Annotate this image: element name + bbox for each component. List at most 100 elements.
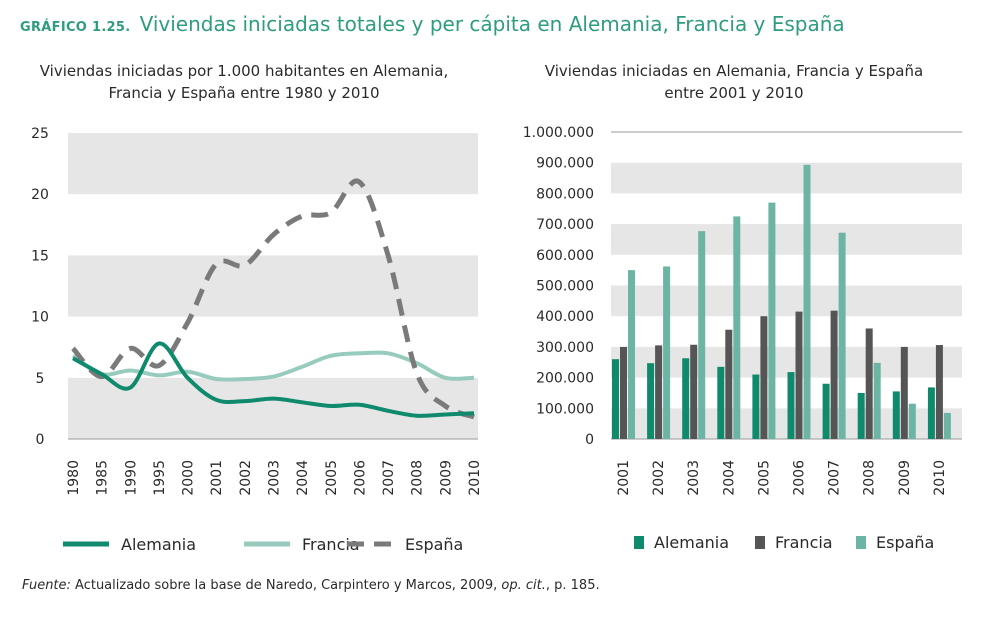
legend-label: Alemania: [654, 533, 729, 552]
bar-legend: Alemania Francia España: [634, 533, 934, 552]
x-tick-label: 2008: [410, 460, 426, 496]
y-tick-label: 500.000: [536, 279, 594, 295]
bar-2002-francia: [655, 345, 663, 439]
bar-2009-francia: [900, 346, 908, 439]
bar-chart: 0 100.000 200.000 300.000 400.000 500.000 600.…: [523, 125, 962, 552]
x-tick-label: 2006: [352, 460, 368, 496]
bar-2010-alemania: [927, 387, 935, 439]
line-legend: Alemania Francia España: [63, 535, 463, 554]
y-tick-label: 25: [31, 126, 49, 142]
series-line-francia: [71, 350, 475, 382]
grid-band: [68, 133, 478, 195]
bar-2008-espana: [873, 362, 881, 439]
x-tick-label: 2007: [381, 460, 397, 496]
y-tick-label: 0: [585, 432, 594, 448]
legend-label: Francia: [302, 535, 360, 554]
bar-2001-espana: [628, 270, 635, 439]
x-tick-label: 2009: [897, 460, 913, 496]
y-tick-label: 5: [36, 371, 45, 387]
y-tick-label: 0: [36, 432, 45, 448]
legend-swatch: [755, 536, 765, 549]
bar-chart-title-line2: entre 2001 y 2010: [664, 84, 804, 102]
legend-swatch: [634, 536, 644, 549]
legend-label: Alemania: [121, 535, 196, 554]
y-tick-label: 400.000: [536, 309, 594, 325]
bar-2003-francia: [690, 344, 698, 439]
x-tick-label: 2001: [616, 460, 632, 496]
bar-chart-title: Viviendas iniciadas en Alemania, Francia…: [500, 60, 968, 104]
bar-2007-espana: [838, 232, 846, 439]
figure-label: GRÁFICO 1.25.: [20, 20, 131, 35]
bar-2004-espana: [733, 216, 741, 439]
x-tick-label: 2007: [827, 460, 843, 496]
x-tick-label: 2008: [862, 460, 878, 496]
source-text-2: , p. 185.: [545, 578, 600, 593]
x-tick-label: 2010: [467, 460, 483, 496]
line-chart: 0 5 10 15 20 25 1980 1985 1990 1995 2000 2001 2002 20…: [31, 126, 483, 554]
x-tick-label: 1990: [123, 460, 139, 496]
series-line-espana: [71, 178, 475, 420]
x-tick-label: 2002: [651, 460, 667, 496]
y-tick-label: 700.000: [536, 217, 594, 233]
legend-label: Francia: [775, 533, 833, 552]
bar-2009-alemania: [892, 391, 900, 439]
bar-2003-espana: [698, 231, 706, 439]
bar-2010-francia: [935, 345, 943, 439]
bar-2001-alemania: [612, 359, 619, 439]
bar-2006-espana: [803, 164, 811, 439]
y-tick-label: 1.000.000: [523, 125, 594, 141]
x-tick-label: 2005: [756, 460, 772, 496]
x-tick-label: 1995: [152, 460, 168, 496]
bar-2007-francia: [830, 310, 838, 439]
x-tick-label: 2010: [932, 460, 948, 496]
bar-2003-alemania: [682, 358, 690, 439]
source-label: Fuente:: [22, 578, 71, 593]
bar-2004-francia: [725, 329, 733, 439]
y-tick-label: 20: [31, 187, 49, 203]
y-tick-label: 10: [31, 310, 49, 326]
bar-2004-alemania: [717, 366, 725, 439]
source-note: Fuente: Actualizado sobre la base de Nar…: [22, 578, 600, 593]
x-tick-label: 2006: [792, 460, 808, 496]
y-tick-label: 900.000: [536, 156, 594, 172]
bar-2007-alemania: [822, 383, 830, 439]
x-tick-label: 1980: [66, 460, 82, 496]
bar-2002-alemania: [647, 363, 655, 439]
grid-band: [611, 162, 962, 194]
bar-2005-francia: [760, 316, 768, 439]
x-tick-label: 2009: [438, 460, 454, 496]
x-tick-label: 1985: [95, 460, 111, 496]
x-tick-label: 2003: [267, 460, 283, 496]
x-tick-label: 2000: [181, 460, 197, 496]
x-tick-label: 2004: [721, 460, 737, 496]
y-tick-label: 200.000: [536, 371, 594, 387]
grid-band: [611, 224, 962, 255]
bar-2005-alemania: [752, 374, 760, 439]
x-tick-label: 2003: [686, 460, 702, 496]
bar-2009-espana: [908, 403, 916, 439]
bar-chart-title-line1: Viviendas iniciadas en Alemania, Francia…: [544, 62, 924, 80]
line-chart-title-line2: Francia y España entre 1980 y 2010: [108, 84, 380, 102]
bar-2006-alemania: [787, 372, 795, 439]
legend-label: España: [876, 533, 934, 552]
x-tick-label: 2001: [209, 460, 225, 496]
bar-2005-espana: [768, 202, 776, 439]
grid-band: [68, 255, 478, 317]
x-tick-label: 2004: [295, 460, 311, 496]
x-tick-label: 2005: [324, 460, 340, 496]
grid-band: [68, 377, 478, 439]
y-tick-label: 800.000: [536, 186, 594, 202]
bar-2002-espana: [663, 266, 671, 439]
x-tick-label: 2002: [238, 460, 254, 496]
line-chart-title-line1: Viviendas iniciadas por 1.000 habitantes…: [39, 62, 449, 80]
source-text-1: Actualizado sobre la base de Naredo, Car…: [70, 578, 502, 593]
y-tick-label: 100.000: [536, 401, 594, 417]
bar-2008-francia: [865, 328, 873, 439]
y-tick-label: 300.000: [536, 340, 594, 356]
bar-2008-alemania: [857, 392, 865, 439]
figure-title: Viviendas iniciadas totales y per cápita…: [139, 12, 845, 36]
y-tick-label: 15: [31, 248, 49, 264]
bar-2006-francia: [795, 311, 803, 439]
line-chart-title: Viviendas iniciadas por 1.000 habitantes…: [10, 60, 478, 104]
y-tick-label: 600.000: [536, 248, 594, 264]
